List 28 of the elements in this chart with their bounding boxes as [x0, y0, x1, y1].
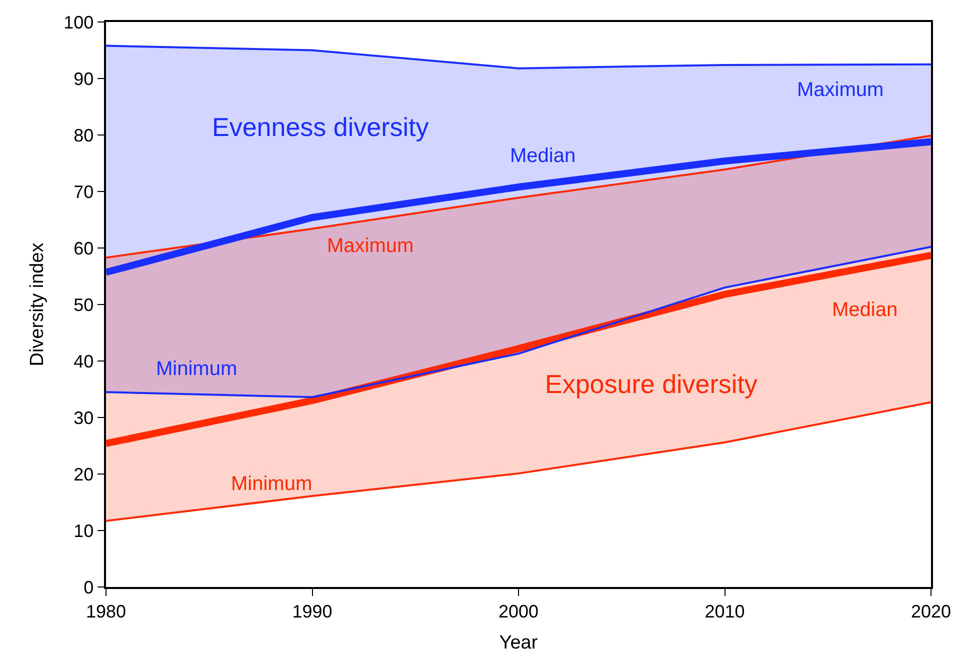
x-tick-label: 2010 — [704, 601, 745, 622]
x-axis-title: Year — [499, 632, 538, 654]
series-label: Minimum — [231, 473, 312, 495]
y-tick-label: 90 — [74, 68, 94, 89]
x-tick-label: 1980 — [86, 601, 126, 622]
line-series — [106, 401, 931, 522]
series-label: Maximum — [797, 79, 884, 101]
annotation: Exposure diversity — [545, 369, 758, 399]
series-label: Maximum — [327, 235, 414, 257]
series-label: Median — [832, 299, 898, 321]
y-tick-label: 70 — [74, 182, 94, 202]
y-tick-label: 20 — [74, 464, 94, 484]
y-tick-label: 100 — [64, 12, 94, 32]
series-label: Minimum — [156, 358, 238, 380]
y-tick-label: 50 — [74, 294, 94, 315]
y-tick-label: 0 — [84, 577, 94, 598]
x-tick-label: 1990 — [292, 601, 332, 622]
y-tick-label: 80 — [74, 125, 94, 146]
y-tick-label: 40 — [74, 351, 94, 372]
y-tick-label: 60 — [74, 238, 94, 258]
line-series — [106, 44, 931, 70]
series-label: Median — [510, 145, 576, 167]
y-tick-label: 30 — [74, 408, 94, 428]
x-tick-label: 2020 — [910, 601, 952, 622]
annotation: Evenness diversity — [212, 112, 429, 142]
x-tick-label: 2000 — [498, 601, 539, 622]
y-tick-label: 10 — [74, 520, 94, 541]
y-axis-title: Diversity index — [26, 242, 48, 366]
